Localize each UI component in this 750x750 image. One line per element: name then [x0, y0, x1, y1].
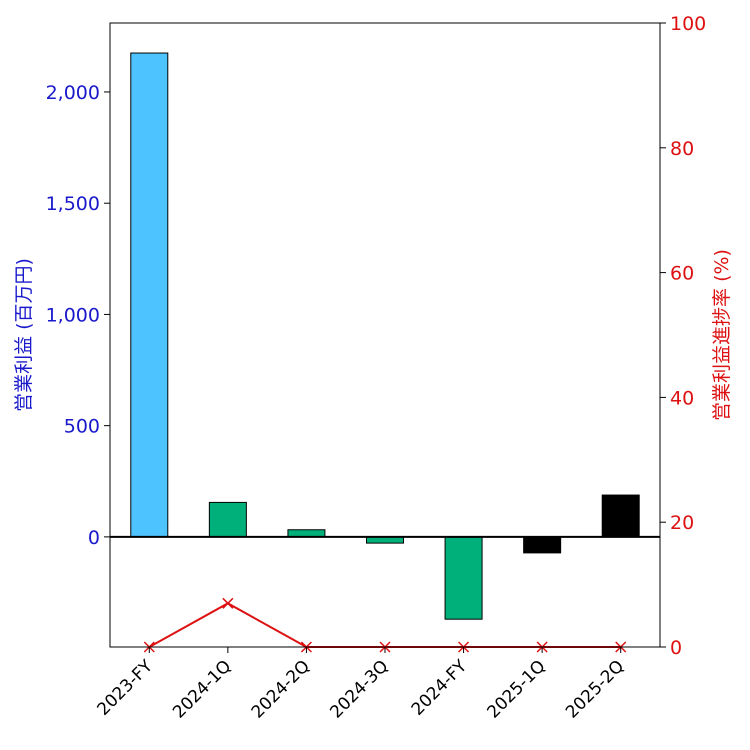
- left-tick-label: 500: [64, 416, 100, 438]
- bar-2025-1Q: [523, 536, 562, 554]
- x-tick-label: 2024-1Q: [169, 656, 235, 722]
- x-tick-label: 2024-2Q: [248, 656, 314, 722]
- bar-2023-FY: [130, 52, 169, 538]
- left-tick-label: 1,000: [46, 304, 100, 326]
- bar-2024-2Q: [287, 529, 326, 538]
- left-tick-label: 2,000: [46, 82, 100, 104]
- right-tick-label: 80: [670, 138, 694, 160]
- x-tick-label: 2025-2Q: [562, 656, 628, 722]
- left-axis: 0 500 1,000 1,500 2,000: [46, 82, 110, 549]
- progress-marker-2024-1Q: [222, 597, 234, 609]
- bar-group: [130, 52, 640, 620]
- left-tick-label: 0: [88, 527, 100, 549]
- y2-axis-label: 営業利益進捗率 (%): [711, 249, 733, 421]
- progress-line-group: [143, 597, 627, 653]
- left-tick-label: 1,500: [46, 193, 100, 215]
- plot-frame: [109, 22, 661, 648]
- x-tick-label: 2024-FY: [408, 656, 472, 720]
- right-tick-label: 60: [670, 263, 694, 285]
- x-axis: 2023-FY 2024-1Q 2024-2Q 2024-3Q 2024-FY 2025-…: [93, 647, 628, 723]
- right-tick-label: 40: [670, 387, 694, 409]
- bar-2024-FY: [444, 536, 483, 620]
- right-tick-label: 0: [670, 637, 682, 659]
- x-tick-label: 2023-FY: [93, 656, 157, 720]
- y-axis-label: 営業利益 (百万円): [13, 258, 35, 412]
- right-axis: 0 20 40 60 80 100: [660, 13, 706, 659]
- progress-line: [148, 602, 621, 648]
- bar-2025-2Q: [601, 494, 640, 538]
- right-tick-label: 20: [670, 512, 694, 534]
- right-tick-label: 100: [670, 13, 706, 35]
- x-tick-label: 2025-1Q: [483, 656, 549, 722]
- x-tick-label: 2024-3Q: [326, 656, 392, 722]
- bar-2024-1Q: [208, 501, 247, 538]
